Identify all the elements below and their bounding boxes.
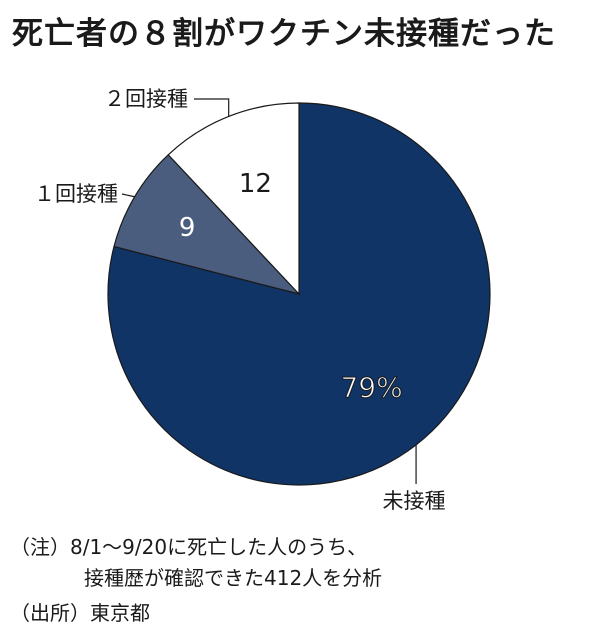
value-label: 79% xyxy=(340,371,402,404)
leader-line xyxy=(121,193,135,198)
category-labels: 未接種 １回接種 ２回接種 xyxy=(34,87,446,513)
value-label: 12 xyxy=(239,169,272,199)
chart-title: 死亡者の８割がワクチン未接種だった xyxy=(12,16,556,52)
pie-slice xyxy=(107,102,491,486)
category-label: ２回接種 xyxy=(104,87,188,111)
leader-line xyxy=(194,98,230,117)
note-line-1: （注）8/1〜9/20に死亡した人のうち、 xyxy=(10,535,368,559)
note-line-2: 接種歴が確認できた412人を分析 xyxy=(84,566,383,590)
category-label: １回接種 xyxy=(34,182,118,206)
value-labels: 79% 9 12 xyxy=(179,169,403,405)
value-label: 9 xyxy=(179,213,196,243)
pie-slice xyxy=(167,102,300,296)
pie-slices xyxy=(107,102,491,486)
source-note: （出所）東京都 xyxy=(10,601,150,625)
leader-lines xyxy=(121,98,417,484)
category-label: 未接種 xyxy=(383,489,446,513)
